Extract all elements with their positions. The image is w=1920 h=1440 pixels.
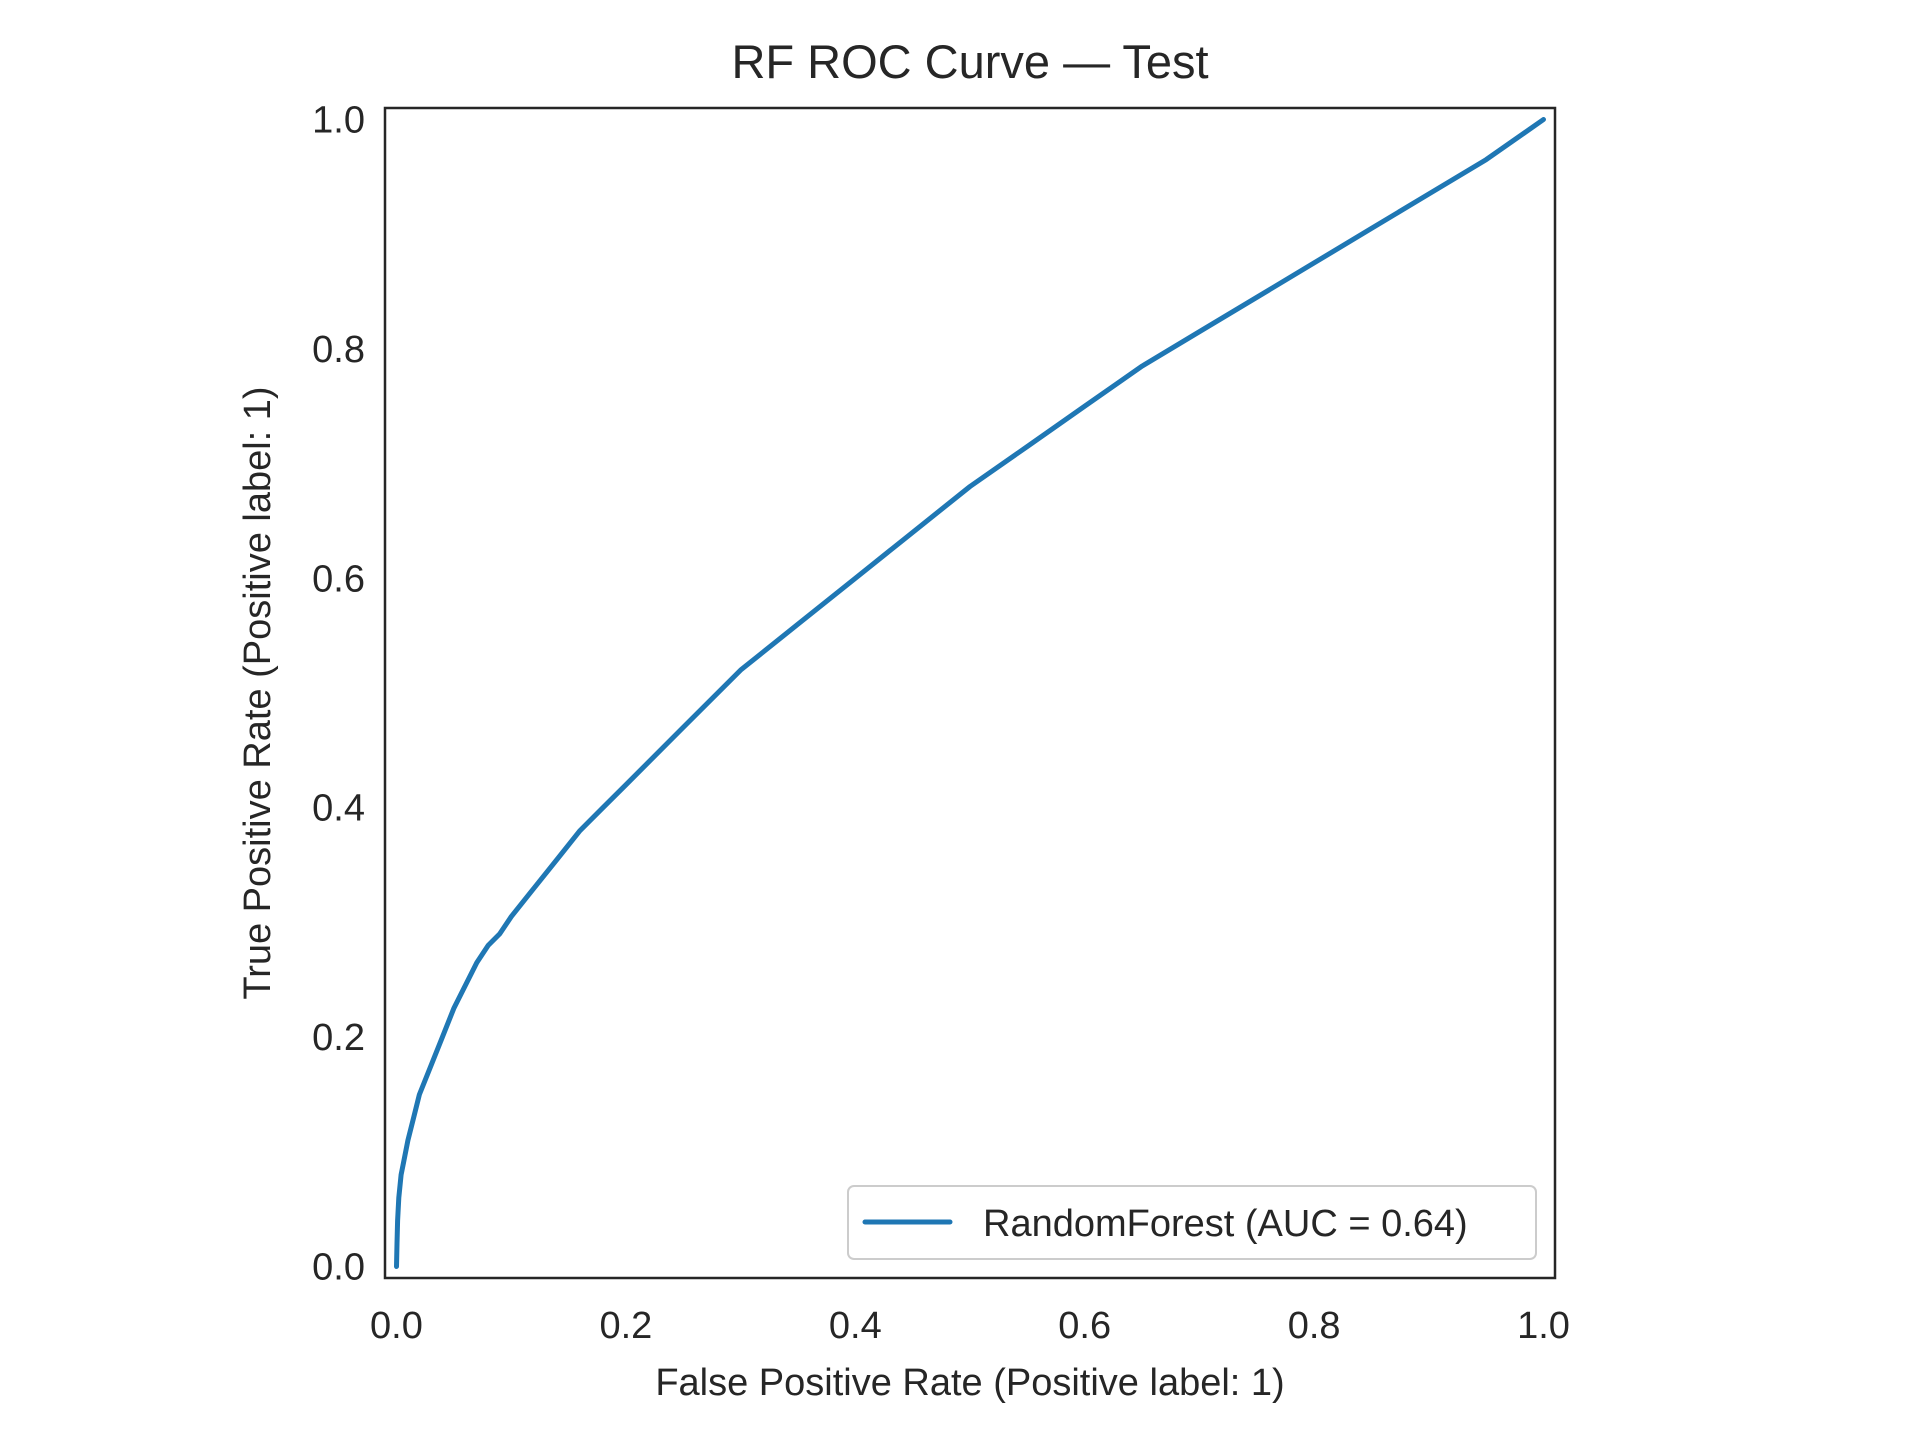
x-tick-labels: 0.0 0.2 0.4 0.6 0.8 1.0 (370, 1305, 1570, 1347)
chart-title: RF ROC Curve — Test (731, 35, 1208, 88)
legend: RandomForest (AUC = 0.64) (847, 1185, 1537, 1260)
y-tick-label: 1.0 (312, 99, 365, 141)
x-axis-label: False Positive Rate (Positive label: 1) (655, 1362, 1284, 1404)
y-tick-label: 0.2 (312, 1017, 365, 1059)
y-tick-label: 0.4 (312, 788, 365, 830)
y-axis-label: True Positive Rate (Positive label: 1) (237, 386, 279, 999)
legend-entry-randomforest: RandomForest (AUC = 0.64) (983, 1203, 1468, 1245)
plot-area (383, 106, 1557, 1280)
roc-series-line (394, 117, 1546, 1269)
y-tick-label: 0.6 (312, 558, 365, 600)
x-tick-label: 0.6 (1058, 1305, 1111, 1347)
x-tick-label: 1.0 (1517, 1305, 1570, 1347)
legend-box (847, 1185, 1537, 1260)
y-tick-label: 0.8 (312, 329, 365, 371)
y-tick-label: 0.0 (312, 1247, 365, 1289)
y-tick-labels: 0.0 0.2 0.4 0.6 0.8 1.0 (312, 99, 365, 1288)
x-tick-label: 0.2 (599, 1305, 652, 1347)
x-tick-label: 0.0 (370, 1305, 423, 1347)
x-tick-label: 0.8 (1288, 1305, 1341, 1347)
x-tick-label: 0.4 (829, 1305, 882, 1347)
